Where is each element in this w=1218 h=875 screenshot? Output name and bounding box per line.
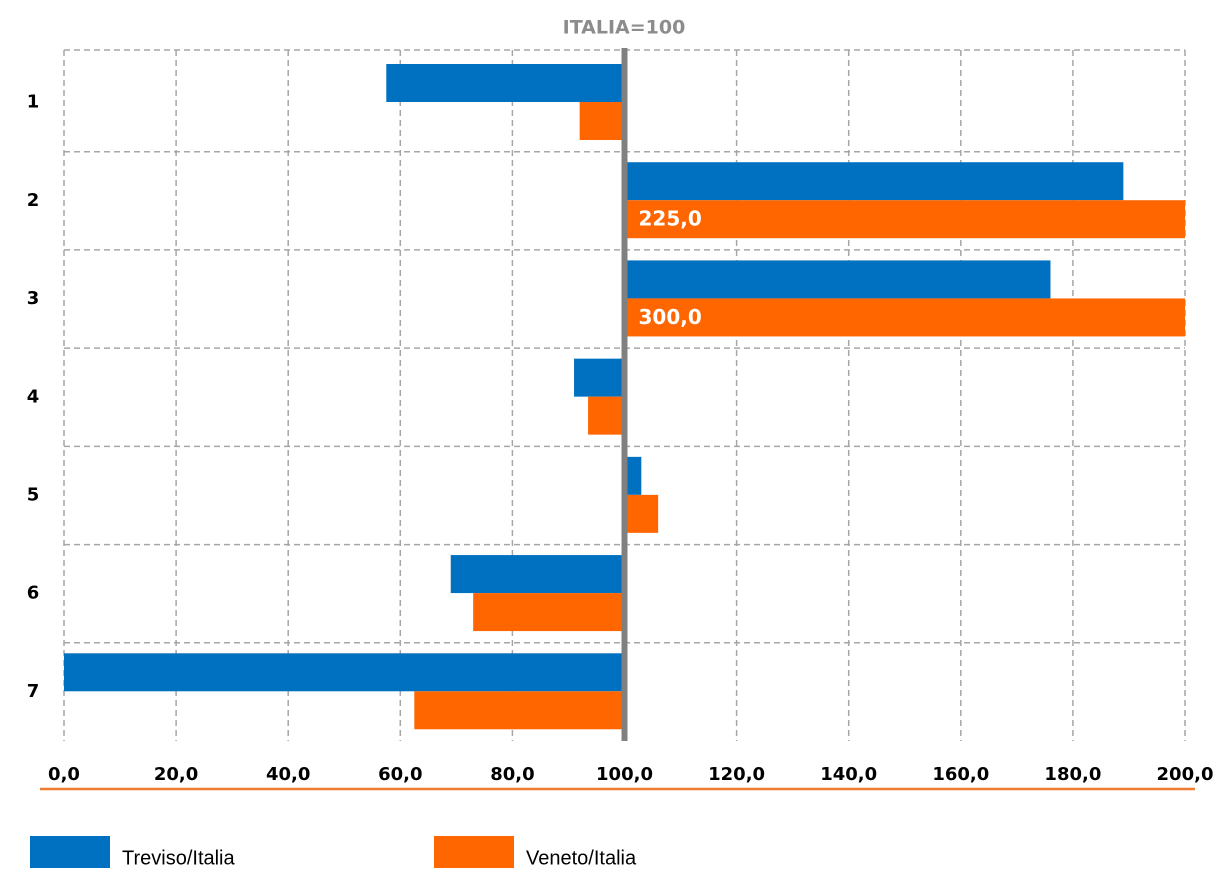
bars <box>64 64 1218 729</box>
bar <box>588 397 624 435</box>
bar <box>625 260 1051 298</box>
legend-swatch <box>434 836 514 868</box>
bar <box>580 102 625 140</box>
category-label: 5 <box>27 484 40 505</box>
x-tick-label: 20,0 <box>154 764 198 785</box>
chart-title: ITALIA=100 <box>563 17 686 39</box>
bar <box>574 359 624 397</box>
category-label: 4 <box>27 386 40 407</box>
bar <box>414 691 624 729</box>
legend-label: Treviso/Italia <box>122 847 236 869</box>
x-tick-label: 100,0 <box>596 764 653 785</box>
x-tick-label: 80,0 <box>490 764 534 785</box>
x-tick-label: 200,0 <box>1157 764 1214 785</box>
data-label: 300,0 <box>639 305 702 329</box>
x-tick-label: 40,0 <box>266 764 310 785</box>
x-tick-label: 160,0 <box>932 764 989 785</box>
bar <box>64 653 625 691</box>
bar <box>625 495 659 533</box>
category-label: 7 <box>27 681 40 702</box>
bar <box>386 64 624 102</box>
x-tick-label: 120,0 <box>708 764 765 785</box>
x-tick-label: 60,0 <box>378 764 422 785</box>
category-label: 3 <box>27 288 40 309</box>
legend-label: Veneto/Italia <box>526 847 637 869</box>
category-label: 1 <box>27 92 40 113</box>
bar <box>451 555 625 593</box>
data-label: 225,0 <box>639 207 702 231</box>
category-label: 2 <box>27 190 40 211</box>
bar <box>625 162 1124 200</box>
bar <box>473 593 624 631</box>
category-label: 6 <box>27 583 40 604</box>
x-tick-label: 0,0 <box>48 764 80 785</box>
bar <box>625 298 1218 336</box>
x-tick-label: 180,0 <box>1044 764 1101 785</box>
legend-swatch <box>30 836 110 868</box>
x-tick-label: 140,0 <box>820 764 877 785</box>
bar <box>625 200 1218 238</box>
